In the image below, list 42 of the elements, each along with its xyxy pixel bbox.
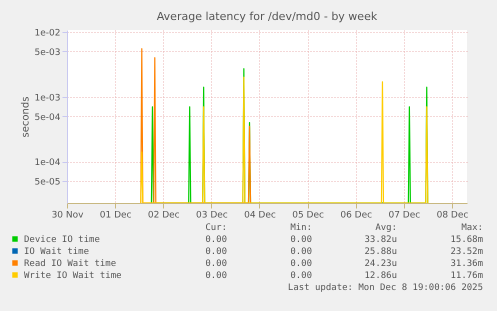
text: Last update: Mon Dec 8 19:00:06 2025 xyxy=(288,283,483,293)
x-tick-label: 05 Dec xyxy=(292,210,324,220)
text: 0.00 xyxy=(290,259,312,269)
y-tick-label: 1e-02 xyxy=(34,28,60,38)
x-tick-label: 04 Dec xyxy=(244,210,276,220)
legend-label: IO Wait time xyxy=(24,247,90,257)
x-tick-label: 08 Dec xyxy=(436,210,468,220)
x-tick-label: 07 Dec xyxy=(388,210,420,220)
text: 0.00 xyxy=(290,247,312,257)
legend-label: Device IO time xyxy=(24,235,100,245)
y-tick-label: 1e-04 xyxy=(34,158,61,168)
text: 25.88u xyxy=(364,247,397,257)
text: Avg: xyxy=(375,223,397,233)
y-tick-label: 1e-03 xyxy=(34,93,60,104)
y-tick-label: 5e-05 xyxy=(34,178,60,188)
y-axis-title: seconds xyxy=(20,96,32,138)
text: 31.36m xyxy=(450,259,483,269)
text: 0.00 xyxy=(205,235,227,245)
x-tick-label: 30 Nov xyxy=(52,210,84,220)
text: 33.82u xyxy=(364,235,397,245)
y-tick-label: 5e-04 xyxy=(34,112,61,123)
text: 11.76m xyxy=(450,271,483,281)
x-tick-label: 03 Dec xyxy=(196,210,228,220)
text: 24.23u xyxy=(364,259,397,269)
x-tick-label: 06 Dec xyxy=(340,210,372,220)
text: 0.00 xyxy=(205,271,227,281)
x-tick-label: 01 Dec xyxy=(100,210,132,220)
text: 12.86u xyxy=(364,271,397,281)
text: 0.00 xyxy=(290,271,312,281)
legend-label: Read IO Wait time xyxy=(24,259,116,269)
text: Max: xyxy=(461,223,483,233)
text: 0.00 xyxy=(205,259,227,269)
text: 23.52m xyxy=(450,247,483,257)
text: 0.00 xyxy=(205,247,227,257)
text: 0.00 xyxy=(290,235,312,245)
text: Min: xyxy=(290,223,312,233)
text: 15.68m xyxy=(450,235,483,245)
chart-title: Average latency for /dev/md0 - by week xyxy=(156,10,378,23)
x-tick-label: 02 Dec xyxy=(148,210,180,220)
text: Cur: xyxy=(205,223,227,233)
legend-label: Write IO Wait time xyxy=(24,271,122,281)
y-tick-label: 5e-03 xyxy=(34,48,60,58)
